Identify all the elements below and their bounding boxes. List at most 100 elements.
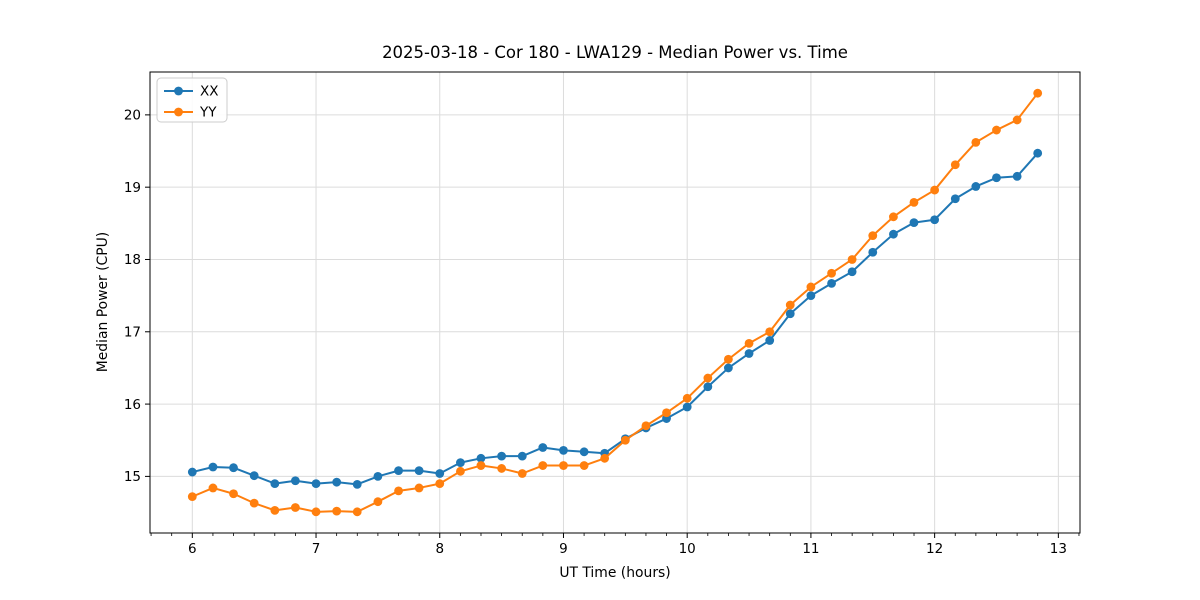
data-point-marker [806, 291, 816, 301]
data-point-marker [971, 137, 981, 147]
data-point-marker [352, 479, 362, 489]
data-point-marker [785, 300, 795, 310]
series-yy [187, 88, 1043, 517]
data-point-marker [290, 476, 300, 486]
data-point-marker [311, 479, 321, 489]
data-point-marker [311, 507, 321, 517]
data-point-marker [847, 267, 857, 277]
x-tick-label: 7 [312, 541, 321, 557]
series-layer [187, 88, 1043, 517]
data-point-marker [930, 185, 940, 195]
data-point-marker [620, 435, 630, 445]
data-point-marker [538, 461, 548, 470]
data-point-marker [579, 461, 589, 470]
axes-layer: 6 7 8 9 10 11 12 13 15 16 17 18 19 20 [124, 71, 1081, 557]
data-point-marker [682, 402, 692, 412]
legend-sample-marker [174, 107, 183, 117]
data-point-marker [559, 461, 568, 470]
data-point-marker [600, 453, 610, 463]
legend-label: XX [200, 84, 219, 100]
data-point-marker [435, 479, 445, 489]
data-point-marker [641, 421, 651, 431]
data-point-marker [744, 338, 754, 348]
data-point-marker [868, 247, 878, 257]
x-tick-label: 11 [802, 541, 819, 557]
data-point-marker [703, 382, 713, 392]
legend-sample-marker [174, 86, 183, 96]
x-tick-label: 12 [926, 541, 943, 557]
data-point-marker [249, 471, 259, 481]
chart-title: 2025-03-18 - Cor 180 - LWA129 - Median P… [382, 43, 848, 62]
data-point-marker [992, 173, 1001, 183]
data-point-marker [497, 464, 507, 473]
data-point-marker [290, 503, 300, 512]
data-point-marker [187, 492, 197, 502]
plot-frame [149, 71, 1081, 534]
data-point-marker [930, 215, 940, 225]
data-point-marker [476, 461, 486, 470]
data-point-marker [414, 466, 424, 476]
data-point-marker [270, 479, 280, 489]
y-axis-label: Median Power (CPU) [95, 232, 111, 372]
data-point-marker [950, 160, 960, 170]
data-point-marker [476, 453, 486, 463]
data-point-marker [373, 497, 383, 507]
data-point-marker [1012, 171, 1022, 181]
data-point-marker [847, 255, 857, 264]
data-point-marker [187, 467, 197, 477]
data-point-marker [208, 462, 218, 472]
data-point-marker [744, 349, 754, 358]
data-point-marker [517, 451, 527, 461]
x-tick-label: 9 [559, 541, 568, 557]
data-point-marker [373, 471, 383, 481]
data-point-marker [229, 463, 238, 473]
data-point-marker [765, 327, 775, 337]
data-point-marker [806, 282, 816, 292]
data-point-marker [723, 354, 733, 364]
data-point-marker [394, 486, 403, 496]
data-point-marker [456, 458, 465, 468]
data-point-marker [992, 125, 1001, 135]
data-point-marker [208, 483, 218, 493]
data-point-marker [827, 268, 836, 278]
data-point-marker [909, 197, 919, 207]
data-point-marker [517, 469, 527, 478]
data-point-marker [889, 229, 898, 239]
x-tick-label: 6 [188, 541, 197, 557]
data-point-marker [332, 506, 342, 516]
y-tick-label: 19 [124, 180, 141, 196]
data-point-marker [559, 445, 568, 455]
data-point-marker [579, 447, 589, 457]
data-point-marker [538, 443, 548, 452]
data-point-marker [723, 363, 733, 373]
x-axis-label: UT Time (hours) [559, 565, 670, 581]
data-point-marker [497, 451, 507, 461]
data-point-marker [765, 336, 775, 345]
data-point-marker [332, 477, 342, 487]
data-point-marker [909, 218, 919, 228]
y-tick-label: 20 [124, 108, 141, 124]
data-point-marker [1033, 148, 1043, 158]
data-point-marker [662, 408, 671, 418]
data-point-marker [270, 505, 280, 515]
x-tick-label: 8 [435, 541, 444, 557]
x-tick-label: 10 [679, 541, 696, 557]
series-line-yy [191, 92, 1039, 513]
data-point-marker [414, 483, 424, 493]
series-xx [187, 148, 1043, 489]
data-point-marker [456, 466, 465, 476]
data-point-marker [1033, 88, 1043, 98]
y-tick-label: 17 [124, 324, 141, 340]
data-point-marker [889, 212, 898, 222]
data-point-marker [249, 498, 259, 508]
data-point-marker [785, 309, 795, 319]
data-point-marker [827, 278, 836, 288]
y-tick-label: 15 [124, 469, 141, 485]
data-point-marker [435, 469, 445, 478]
data-point-marker [868, 231, 878, 241]
grid-layer [150, 72, 1080, 533]
data-point-marker [1012, 115, 1022, 125]
y-tick-label: 16 [124, 397, 141, 413]
